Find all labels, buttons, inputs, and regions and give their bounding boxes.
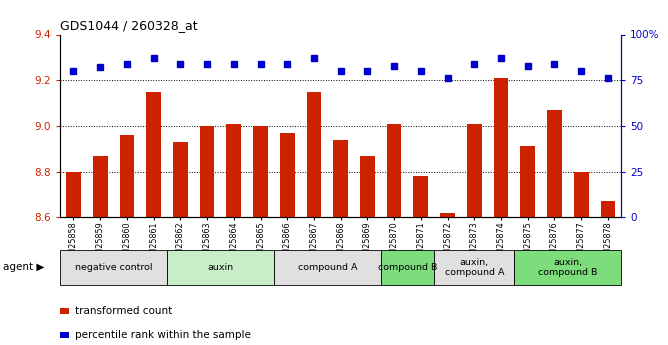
Text: agent ▶: agent ▶: [3, 263, 45, 272]
Bar: [66, 171, 81, 217]
Bar: [360, 156, 375, 217]
Bar: [467, 124, 482, 217]
Text: percentile rank within the sample: percentile rank within the sample: [75, 330, 251, 340]
Bar: [146, 92, 161, 217]
Text: transformed count: transformed count: [75, 306, 173, 316]
Text: compound A: compound A: [297, 263, 357, 272]
Bar: [387, 124, 401, 217]
Text: negative control: negative control: [75, 263, 152, 272]
Bar: [413, 176, 428, 217]
Bar: [200, 126, 214, 217]
Bar: [307, 92, 321, 217]
Bar: [280, 133, 295, 217]
Bar: [226, 124, 241, 217]
Text: auxin,
compound A: auxin, compound A: [444, 258, 504, 277]
Text: compound B: compound B: [378, 263, 437, 272]
Bar: [601, 201, 615, 217]
Bar: [494, 78, 508, 217]
Text: auxin,
compound B: auxin, compound B: [538, 258, 597, 277]
Bar: [333, 140, 348, 217]
Bar: [253, 126, 268, 217]
Bar: [547, 110, 562, 217]
Text: GDS1044 / 260328_at: GDS1044 / 260328_at: [60, 19, 198, 32]
Bar: [520, 147, 535, 217]
Bar: [440, 213, 455, 217]
Text: auxin: auxin: [207, 263, 234, 272]
Bar: [93, 156, 108, 217]
Bar: [120, 135, 134, 217]
Bar: [173, 142, 188, 217]
Bar: [574, 171, 589, 217]
